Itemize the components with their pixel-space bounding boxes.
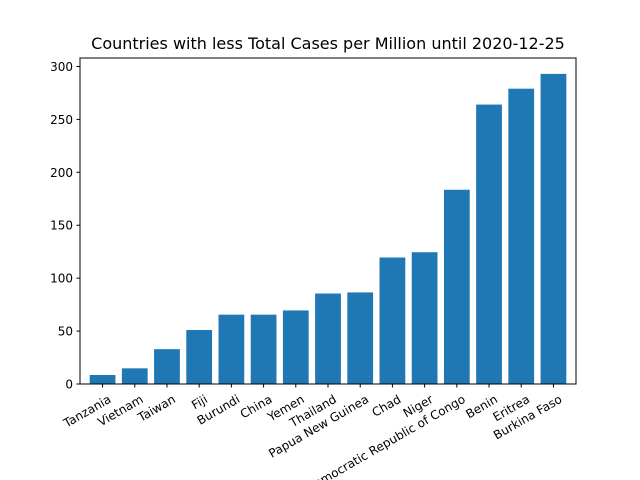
x-tick-label: Chad xyxy=(369,392,403,420)
bar xyxy=(186,330,213,384)
chart-title: Countries with less Total Cases per Mill… xyxy=(91,34,565,53)
x-tick-label: Fiji xyxy=(189,392,210,412)
bar xyxy=(443,189,470,384)
bar xyxy=(379,257,406,384)
bar xyxy=(218,314,245,384)
y-tick-label: 50 xyxy=(58,325,73,339)
bar xyxy=(540,73,567,384)
bar xyxy=(250,314,277,384)
bar xyxy=(282,310,309,384)
bar xyxy=(154,349,180,384)
bar xyxy=(89,375,116,384)
y-tick-label: 150 xyxy=(50,219,73,233)
bar xyxy=(121,368,148,384)
bar xyxy=(508,88,535,384)
y-tick-label: 0 xyxy=(65,378,73,392)
y-tick-label: 100 xyxy=(50,272,73,286)
bar xyxy=(476,104,502,384)
y-tick-label: 250 xyxy=(50,113,73,127)
y-tick-label: 200 xyxy=(50,166,73,180)
bar xyxy=(411,252,438,384)
y-tick-label: 300 xyxy=(50,60,73,74)
bar xyxy=(347,292,374,384)
plot-frame xyxy=(79,57,577,385)
bar xyxy=(315,293,341,384)
